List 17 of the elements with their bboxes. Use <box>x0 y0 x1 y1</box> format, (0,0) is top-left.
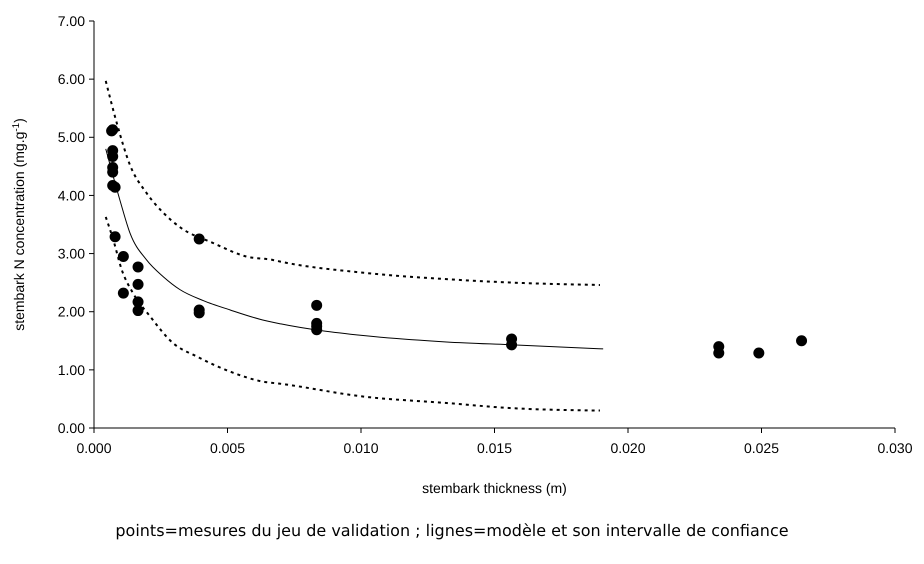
x-tick-label: 0.020 <box>610 440 646 456</box>
y-tick-label: 0.00 <box>58 420 86 436</box>
y-tick-label: 3.00 <box>58 245 86 262</box>
x-tick-label: 0.030 <box>877 440 913 456</box>
y-tick-label: 4.00 <box>58 187 86 204</box>
y-tick-label: 1.00 <box>58 362 86 378</box>
y-tick-label: 2.00 <box>58 304 86 320</box>
x-tick-label: 0.000 <box>76 440 112 456</box>
y-tick-label: 7.00 <box>58 12 86 29</box>
x-tick-label: 0.005 <box>210 440 246 456</box>
x-tick-label: 0.015 <box>476 440 512 456</box>
text: points=mesures du jeu de validation ; lignes=modèle et son intervalle de confiance <box>115 521 789 540</box>
y-tick-label: 6.00 <box>58 71 86 88</box>
x-tick-label: 0.025 <box>744 440 780 456</box>
y-tick-label: 5.00 <box>58 129 86 146</box>
x-tick-label: 0.010 <box>343 440 379 456</box>
x-axis-title: stembark thickness (m) <box>422 480 567 496</box>
